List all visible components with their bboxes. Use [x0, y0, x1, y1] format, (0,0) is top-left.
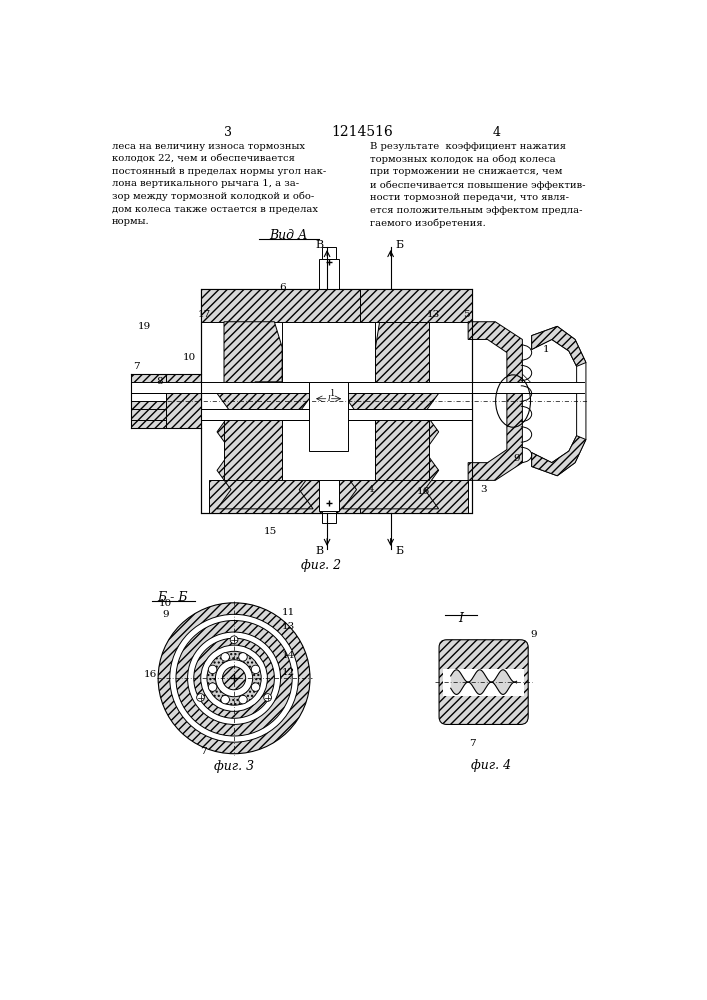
Bar: [320, 480, 339, 511]
Text: 15: 15: [264, 527, 277, 536]
Text: 9: 9: [163, 610, 169, 619]
Text: 10: 10: [182, 353, 196, 362]
Text: Б: Б: [396, 546, 404, 556]
Bar: [322, 247, 337, 259]
Circle shape: [170, 614, 298, 742]
Text: 13: 13: [426, 310, 440, 319]
Circle shape: [187, 632, 281, 724]
Text: В: В: [315, 240, 323, 250]
Polygon shape: [532, 326, 586, 366]
Text: Вид А: Вид А: [269, 229, 308, 242]
Polygon shape: [532, 326, 586, 476]
Bar: [131, 382, 585, 393]
Text: леса на величину износа тормозных
колодок 22, чем и обеспечивается
постоянный в : леса на величину износа тормозных колодо…: [112, 142, 326, 226]
Bar: [320, 259, 339, 289]
Text: 3: 3: [480, 485, 487, 494]
Text: 5: 5: [463, 310, 470, 319]
Circle shape: [251, 665, 259, 674]
Circle shape: [264, 694, 271, 701]
Text: фиг. 2: фиг. 2: [300, 559, 341, 572]
Text: 16: 16: [416, 487, 430, 496]
Bar: [131, 382, 201, 393]
Bar: [131, 382, 166, 401]
FancyBboxPatch shape: [439, 640, 528, 724]
Circle shape: [251, 683, 259, 691]
Circle shape: [230, 636, 238, 644]
Circle shape: [194, 638, 274, 718]
Text: l: l: [331, 389, 334, 398]
Text: Б - Б: Б - Б: [157, 591, 187, 604]
Circle shape: [221, 695, 230, 704]
Polygon shape: [209, 480, 360, 513]
Text: 11: 11: [281, 608, 295, 617]
Polygon shape: [360, 289, 472, 322]
Text: В результате  коэффициент нажатия
тормозных колодок на обод колеса
при торможени: В результате коэффициент нажатия тормозн…: [370, 142, 585, 228]
Polygon shape: [224, 322, 282, 393]
Polygon shape: [360, 480, 468, 513]
Text: 8: 8: [156, 377, 163, 386]
Bar: [282, 420, 375, 480]
Text: фиг. 4: фиг. 4: [472, 759, 511, 772]
Polygon shape: [131, 382, 585, 393]
Polygon shape: [131, 374, 166, 428]
Text: 7: 7: [469, 739, 475, 748]
Bar: [201, 289, 472, 513]
Circle shape: [209, 665, 217, 674]
Circle shape: [223, 667, 246, 690]
Circle shape: [158, 603, 310, 754]
Bar: [322, 511, 337, 523]
Polygon shape: [343, 393, 438, 509]
Circle shape: [239, 653, 247, 661]
Polygon shape: [131, 382, 201, 393]
Text: 19: 19: [138, 322, 151, 331]
Text: 13: 13: [281, 622, 295, 631]
Polygon shape: [224, 409, 282, 480]
Polygon shape: [375, 409, 429, 480]
Text: 10: 10: [159, 599, 173, 608]
Circle shape: [209, 683, 217, 691]
Text: 7: 7: [200, 747, 206, 756]
Polygon shape: [166, 374, 201, 428]
Text: 6: 6: [279, 283, 286, 292]
Circle shape: [216, 660, 252, 697]
Text: фиг. 3: фиг. 3: [214, 760, 254, 773]
Text: В: В: [315, 546, 323, 556]
Text: 17: 17: [198, 310, 211, 319]
Text: 1214516: 1214516: [331, 125, 393, 139]
Polygon shape: [375, 322, 429, 393]
Circle shape: [197, 694, 204, 701]
Circle shape: [221, 653, 230, 661]
Bar: [309, 382, 348, 451]
Text: 4: 4: [368, 485, 375, 494]
Polygon shape: [201, 409, 472, 420]
Polygon shape: [532, 436, 586, 476]
Text: 16: 16: [144, 670, 157, 679]
Text: Б: Б: [396, 240, 404, 250]
Bar: [443, 669, 525, 696]
Text: 4: 4: [493, 126, 501, 139]
Circle shape: [239, 695, 247, 704]
Circle shape: [207, 651, 261, 705]
Circle shape: [201, 645, 267, 711]
Polygon shape: [131, 409, 201, 420]
Text: 7: 7: [133, 362, 140, 371]
Text: 9: 9: [514, 454, 520, 463]
Text: 9: 9: [531, 630, 537, 639]
Polygon shape: [217, 393, 313, 509]
Text: 12: 12: [281, 668, 295, 677]
Polygon shape: [201, 289, 360, 322]
Bar: [282, 322, 375, 382]
Text: l: l: [327, 395, 330, 403]
Text: I: I: [458, 612, 463, 625]
Text: 14: 14: [281, 651, 295, 660]
Text: 3: 3: [224, 126, 232, 139]
Bar: [201, 409, 472, 420]
Circle shape: [176, 620, 292, 736]
Polygon shape: [468, 322, 522, 480]
Text: 1: 1: [542, 345, 549, 354]
